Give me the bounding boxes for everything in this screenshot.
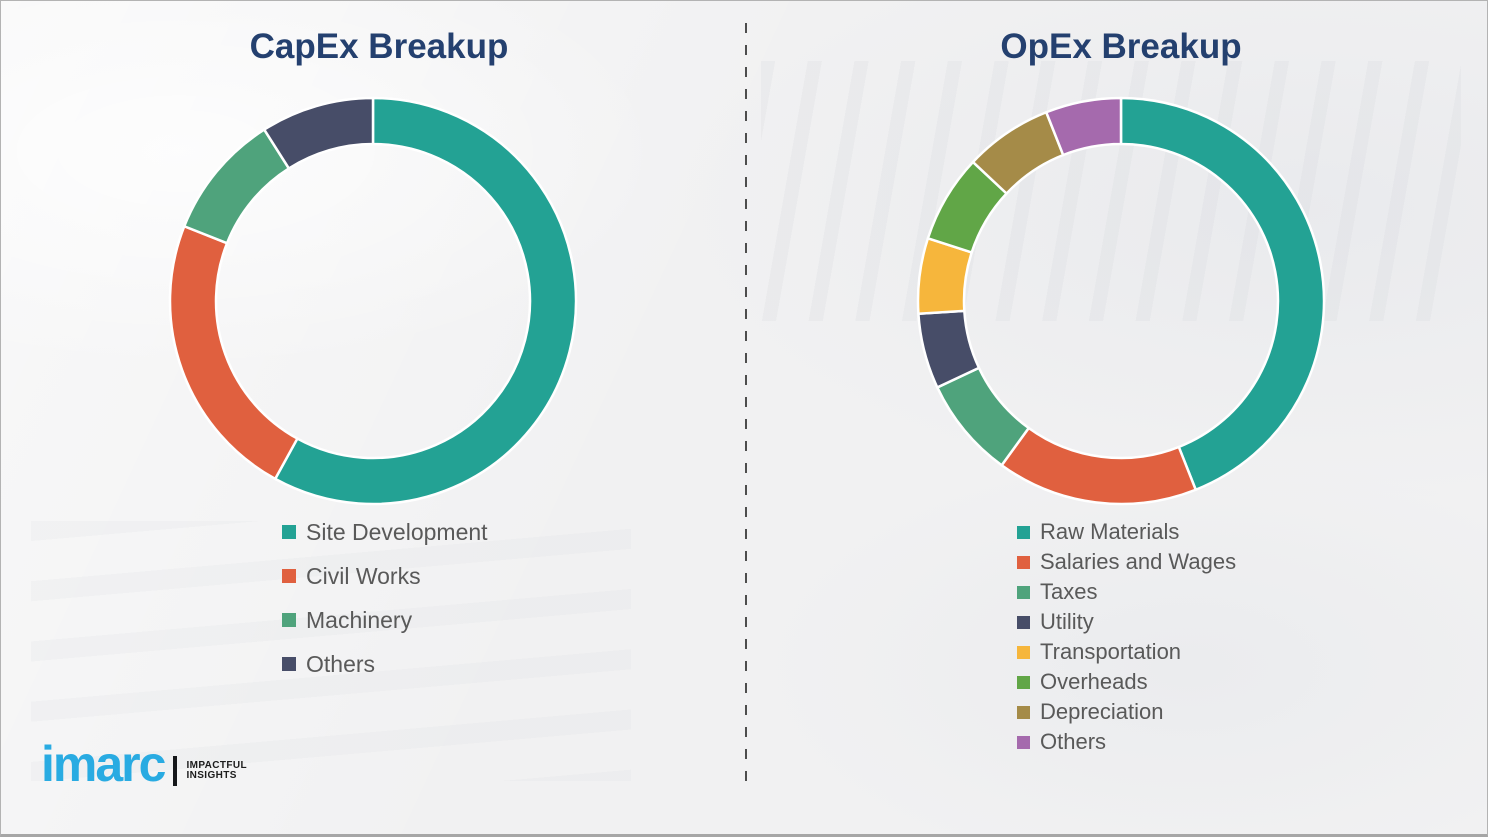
legend-item: Others <box>282 642 488 686</box>
legend-swatch <box>282 569 296 583</box>
legend-label: Raw Materials <box>1040 519 1180 544</box>
legend-item: Site Development <box>282 510 488 554</box>
legend-swatch <box>1017 675 1030 689</box>
center-divider-dashed-line <box>745 23 747 791</box>
donut-segment-others <box>262 96 375 170</box>
legend-item: Utility <box>1017 607 1236 637</box>
legend-item: Transportation <box>1017 637 1236 667</box>
capex-legend: Site Development Civil Works Machinery O… <box>282 510 488 686</box>
legend-swatch <box>1017 735 1030 749</box>
legend-swatch <box>1017 705 1030 719</box>
opex-donut-chart <box>916 96 1326 506</box>
legend-item: Others <box>1017 727 1236 757</box>
legend-label: Others <box>306 650 376 677</box>
legend-item: Machinery <box>282 598 488 642</box>
legend-label: Utility <box>1040 609 1094 634</box>
legend-swatch <box>282 525 296 539</box>
legend-swatch <box>1017 615 1030 629</box>
legend-item: Overheads <box>1017 667 1236 697</box>
donut-segment-civil-works <box>168 225 299 481</box>
logo-tagline: IMPACTFUL INSIGHTS <box>186 761 247 781</box>
logo-divider-bar <box>173 756 178 786</box>
capex-title: CapEx Breakup <box>249 27 509 66</box>
legend-item: Taxes <box>1017 577 1236 607</box>
donut-segment-raw-materials <box>1119 96 1326 491</box>
legend-swatch <box>1017 585 1030 599</box>
legend-label: Site Development <box>306 518 488 545</box>
donut-segment-machinery <box>183 128 291 245</box>
opex-title: OpEx Breakup <box>1000 27 1242 66</box>
legend-swatch <box>1017 555 1030 569</box>
legend-label: Depreciation <box>1040 699 1164 724</box>
legend-item: Raw Materials <box>1017 517 1236 547</box>
legend-label: Salaries and Wages <box>1040 549 1237 574</box>
imarc-wordmark: imarc <box>41 736 166 792</box>
legend-swatch <box>1017 525 1030 539</box>
legend-label: Machinery <box>306 606 413 633</box>
legend-swatch <box>1017 645 1030 659</box>
legend-item: Depreciation <box>1017 697 1236 727</box>
legend-swatch <box>282 613 296 627</box>
donut-segment-site-development <box>273 96 578 506</box>
legend-label: Transportation <box>1040 639 1182 664</box>
legend-swatch <box>282 657 296 671</box>
capex-donut-chart <box>168 96 578 506</box>
opex-legend: Raw Materials Salaries and Wages Taxes U… <box>1017 517 1236 757</box>
tagline-line2: INSIGHTS <box>186 770 237 781</box>
imarc-logo: imarc IMPACTFUL INSIGHTS <box>41 736 247 792</box>
legend-label: Civil Works <box>306 562 421 589</box>
legend-item: Civil Works <box>282 554 488 598</box>
donut-segment-others <box>1045 96 1123 157</box>
legend-label: Others <box>1040 729 1107 754</box>
legend-label: Taxes <box>1040 579 1098 604</box>
legend-item: Salaries and Wages <box>1017 547 1236 577</box>
tagline-line1: IMPACTFUL <box>186 760 248 771</box>
donut-segment-salaries-and-wages <box>1000 426 1197 506</box>
legend-label: Overheads <box>1040 669 1148 694</box>
